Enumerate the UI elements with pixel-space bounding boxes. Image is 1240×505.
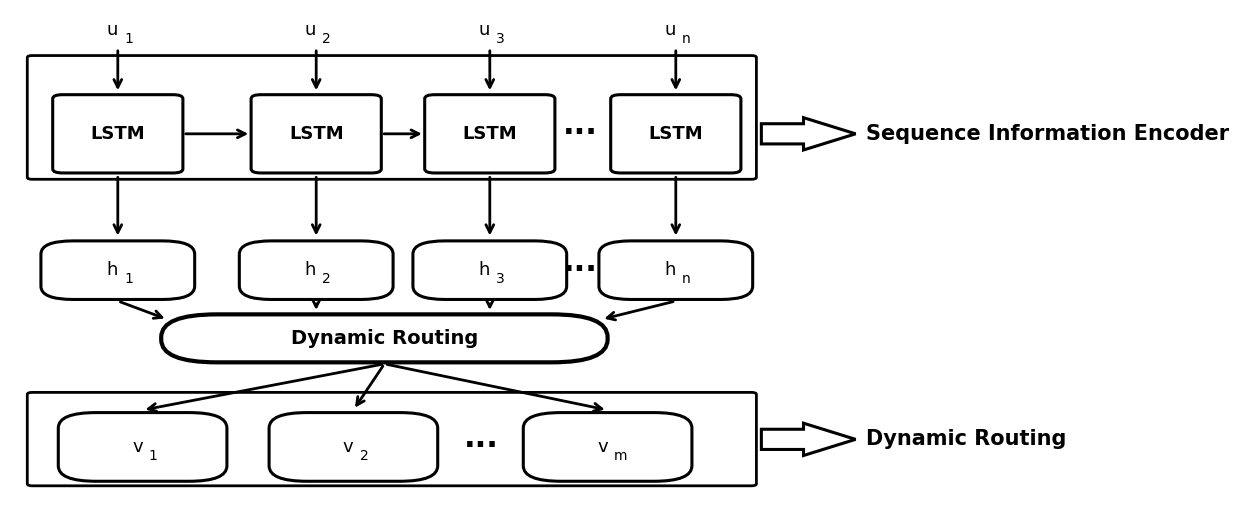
FancyBboxPatch shape [611, 95, 742, 173]
Text: 2: 2 [322, 272, 331, 286]
Text: ···: ··· [563, 256, 598, 285]
FancyBboxPatch shape [424, 95, 556, 173]
FancyBboxPatch shape [269, 413, 438, 481]
Text: 1: 1 [124, 32, 133, 46]
Text: 1: 1 [149, 449, 157, 463]
Text: h: h [479, 261, 490, 279]
FancyBboxPatch shape [161, 314, 608, 363]
Text: 2: 2 [322, 32, 331, 46]
Text: ···: ··· [464, 432, 498, 462]
Text: Dynamic Routing: Dynamic Routing [866, 429, 1066, 449]
Text: u: u [665, 21, 676, 39]
Text: LSTM: LSTM [463, 125, 517, 143]
Text: 3: 3 [496, 272, 505, 286]
FancyBboxPatch shape [250, 95, 382, 173]
Text: 2: 2 [360, 449, 368, 463]
FancyBboxPatch shape [523, 413, 692, 481]
FancyBboxPatch shape [27, 56, 756, 179]
Text: v: v [342, 438, 353, 456]
Text: Dynamic Routing: Dynamic Routing [290, 329, 479, 348]
Text: n: n [682, 272, 691, 286]
Text: Sequence Information Encoder: Sequence Information Encoder [866, 124, 1229, 144]
Text: v: v [131, 438, 143, 456]
FancyBboxPatch shape [52, 95, 184, 173]
Text: LSTM: LSTM [289, 125, 343, 143]
FancyBboxPatch shape [41, 241, 195, 299]
Text: 1: 1 [124, 272, 133, 286]
Polygon shape [761, 423, 856, 456]
Polygon shape [761, 118, 856, 150]
Text: ···: ··· [563, 119, 598, 148]
FancyBboxPatch shape [239, 241, 393, 299]
FancyBboxPatch shape [599, 241, 753, 299]
Text: u: u [305, 21, 316, 39]
Text: LSTM: LSTM [91, 125, 145, 143]
Text: m: m [614, 449, 627, 463]
Text: u: u [479, 21, 490, 39]
Text: h: h [107, 261, 118, 279]
FancyBboxPatch shape [413, 241, 567, 299]
Text: u: u [107, 21, 118, 39]
Text: 3: 3 [496, 32, 505, 46]
Text: h: h [305, 261, 316, 279]
Text: h: h [665, 261, 676, 279]
Text: LSTM: LSTM [649, 125, 703, 143]
Text: n: n [682, 32, 691, 46]
FancyBboxPatch shape [27, 392, 756, 486]
Text: v: v [596, 438, 608, 456]
FancyBboxPatch shape [58, 413, 227, 481]
